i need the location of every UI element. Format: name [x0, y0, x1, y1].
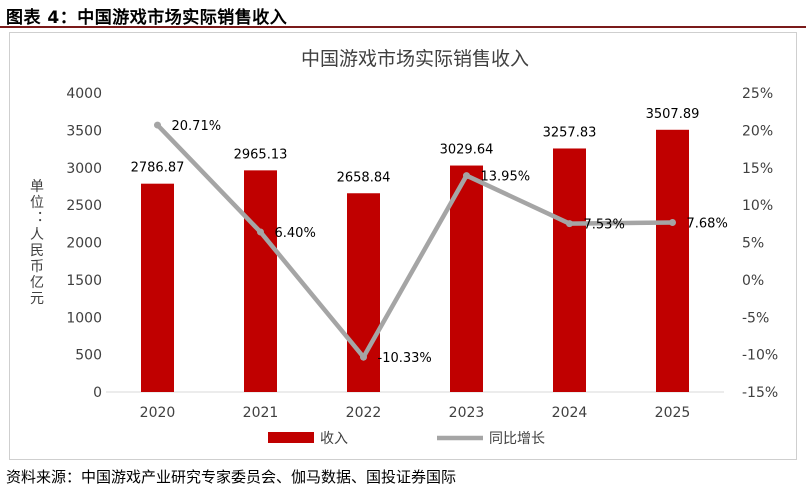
legend-line-label: 同比增长 [489, 431, 545, 447]
growth-point [257, 228, 264, 236]
chart-title: 中国游戏市场实际销售收入 [301, 48, 529, 70]
y-tick-label: 500 [75, 348, 102, 364]
x-tick-label: 2024 [552, 405, 588, 421]
y-tick-label: 2500 [66, 198, 102, 214]
revenue-bar [656, 129, 689, 392]
revenue-bar [347, 193, 380, 392]
legend-bar-swatch [268, 432, 314, 443]
x-tick-label: 2025 [655, 405, 691, 421]
caption-divider [0, 26, 806, 28]
y2-tick-label: -15% [742, 385, 778, 401]
y-tick-label: 0 [93, 385, 102, 401]
growth-point [669, 218, 676, 226]
figure-caption: 图表 4：中国游戏市场实际销售收入 [6, 8, 288, 28]
y2-tick-label: 5% [742, 236, 764, 252]
y-tick-label: 1000 [66, 310, 102, 326]
growth-point [566, 220, 573, 228]
revenue-bar [450, 165, 483, 392]
revenue-bar [141, 183, 174, 392]
legend-bar-label: 收入 [320, 431, 348, 447]
bar-value-label: 3029.64 [440, 143, 494, 158]
x-tick-label: 2023 [449, 405, 485, 421]
bar-value-label: 3507.89 [646, 107, 700, 122]
growth-value-label: 6.40% [275, 226, 316, 241]
bar-value-label: 2786.87 [131, 161, 185, 176]
y2-tick-label: -5% [742, 310, 769, 326]
y-tick-label: 3000 [66, 161, 102, 177]
y-axis-label: 单位：人民币亿元 [28, 179, 44, 307]
bar-value-label: 3257.83 [543, 125, 597, 140]
x-tick-label: 2022 [346, 405, 382, 421]
growth-line [155, 123, 673, 362]
y2-tick-label: 10% [742, 198, 773, 214]
growth-point [360, 353, 367, 361]
bar-value-label: 2658.84 [337, 170, 391, 185]
growth-value-label: -10.33% [378, 351, 432, 366]
x-tick-label: 2021 [243, 405, 279, 421]
growth-value-label: 7.53% [584, 218, 625, 233]
revenue-bar [553, 148, 586, 392]
y-tick-label: 1500 [66, 273, 102, 289]
growth-value-label: 20.71% [172, 119, 222, 134]
revenue-chart: 中国游戏市场实际销售收入 0 500 1000 1500 2000 2500 3000 3500… [28, 48, 778, 447]
y-tick-label: 2000 [66, 236, 102, 252]
y2-tick-label: 20% [742, 123, 773, 139]
growth-value-label: 7.68% [687, 216, 728, 231]
y2-tick-label: 15% [742, 161, 773, 177]
y2-tick-label: 0% [742, 273, 764, 289]
chart-container: 中国游戏市场实际销售收入 0 500 1000 1500 2000 2500 3000 3500… [9, 32, 797, 460]
growth-value-label: 13.95% [481, 170, 531, 185]
y-tick-label: 3500 [66, 123, 102, 139]
x-tick-label: 2020 [140, 405, 176, 421]
growth-point [463, 172, 470, 180]
growth-point [154, 121, 161, 129]
source-note: 资料来源：中国游戏产业研究专家委员会、伽马数据、国投证券国际 [6, 468, 457, 486]
bar-value-label: 2965.13 [234, 147, 288, 162]
y-tick-label: 4000 [66, 86, 102, 102]
y2-tick-label: 25% [742, 86, 773, 102]
y2-tick-label: -10% [742, 348, 778, 364]
revenue-bar [244, 170, 277, 392]
